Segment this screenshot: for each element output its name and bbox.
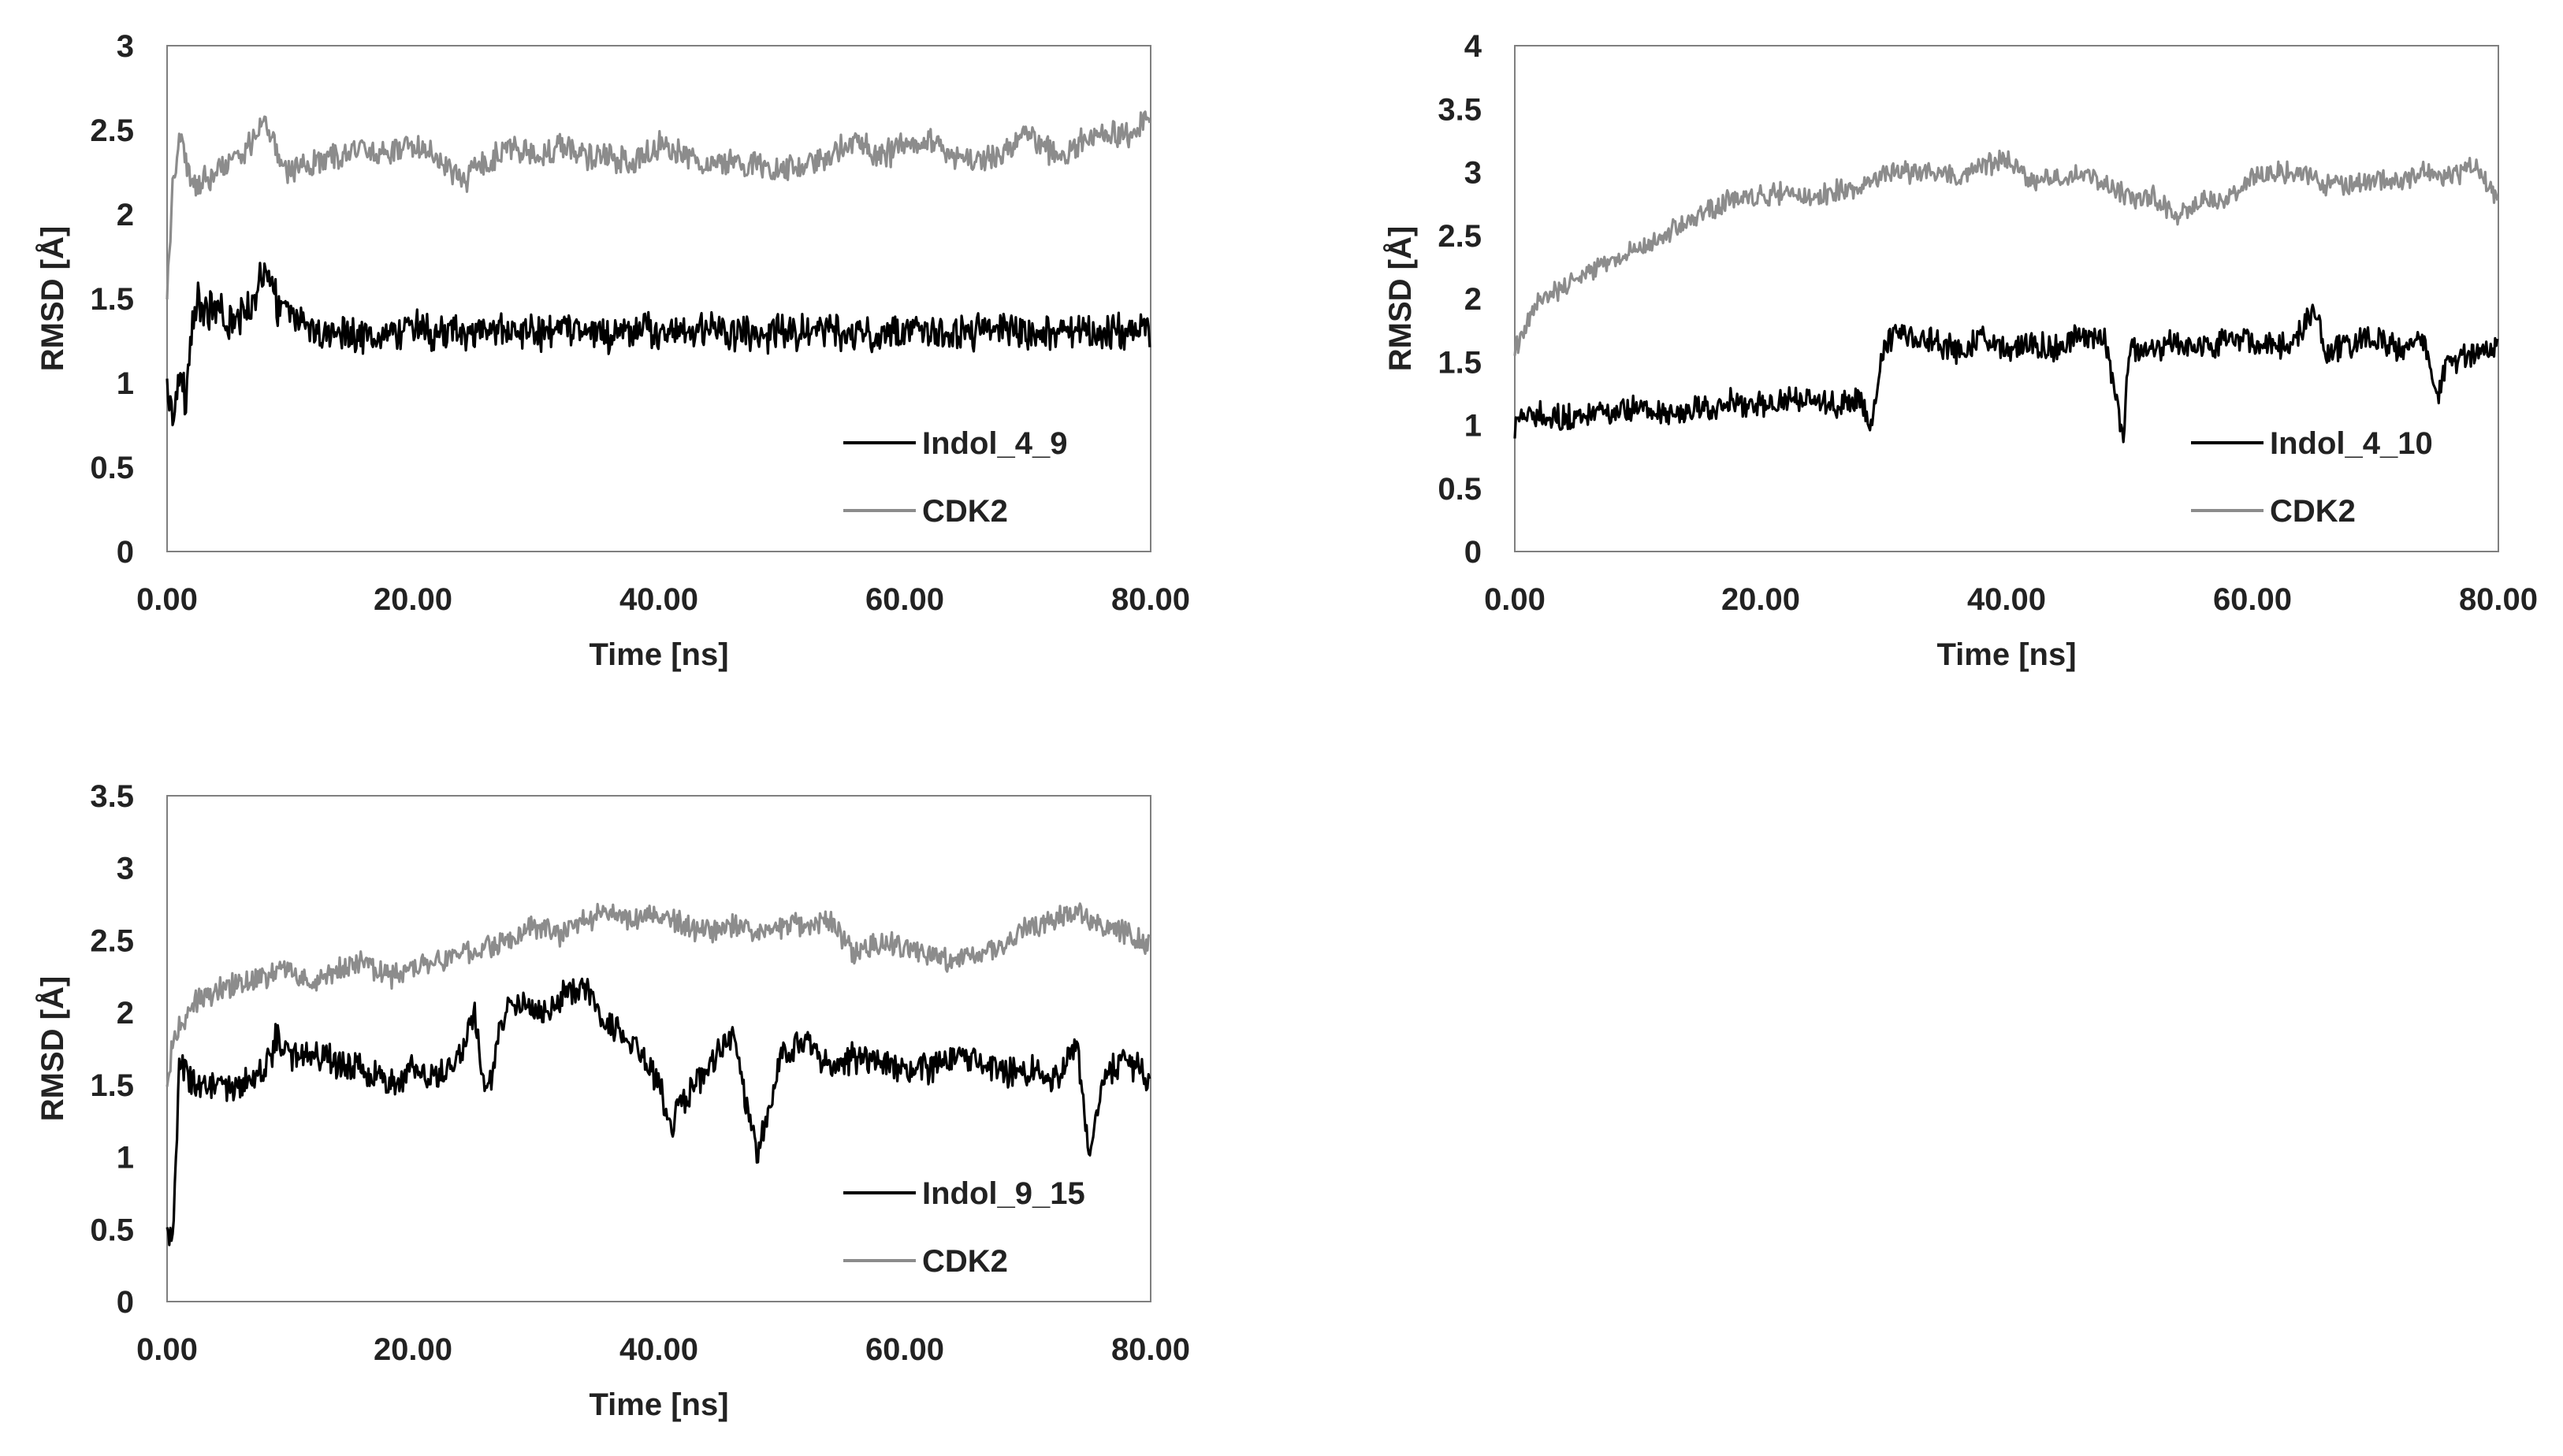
legend-label: Indol_9_15 xyxy=(922,1176,1085,1211)
y-tick-label: 0 xyxy=(117,1285,134,1320)
x-tick-label: 60.00 xyxy=(865,582,944,617)
x-tick-label: 20.00 xyxy=(1721,582,1800,617)
plot-area-frame xyxy=(166,45,1151,552)
x-axis-label: Time [ns] xyxy=(589,1387,728,1422)
legend-item: Indol_4_9 xyxy=(843,426,1068,461)
y-tick-label: 0 xyxy=(1464,535,1482,570)
series-line-indol-9-15 xyxy=(166,977,1151,1246)
y-tick-label: 3.5 xyxy=(1438,92,1482,127)
x-axis-label: Time [ns] xyxy=(1936,637,2076,672)
x-tick-label: 40.00 xyxy=(1967,582,2046,617)
plot-area-frame xyxy=(166,795,1151,1302)
x-tick-label: 40.00 xyxy=(619,582,698,617)
y-tick-label: 2 xyxy=(117,198,134,232)
series-line-cdk2 xyxy=(166,110,1151,300)
chart-2: 00.511.522.533.540.00 20.00 40.00 60.00 80.0… xyxy=(1382,29,2538,672)
legend-item: CDK2 xyxy=(843,494,1008,529)
legend-label: CDK2 xyxy=(922,494,1008,529)
y-axis-label: RMSD [Å] xyxy=(35,226,70,371)
y-tick-label: 2.5 xyxy=(1438,219,1482,254)
series-line-cdk2 xyxy=(1513,149,2499,356)
x-tick-label: 20.00 xyxy=(374,1332,452,1367)
y-tick-label: 3 xyxy=(1464,156,1482,191)
y-axis-label: RMSD [Å] xyxy=(1382,226,1418,371)
y-tick-label: 1 xyxy=(1464,409,1482,444)
series-line-indol-4-9 xyxy=(166,262,1151,427)
x-tick-label: 80.00 xyxy=(1111,1332,1190,1367)
x-tick-label: 40.00 xyxy=(619,1332,698,1367)
y-tick-label: 2.5 xyxy=(90,923,134,958)
y-tick-label: 1 xyxy=(117,366,134,401)
plot-area-frame xyxy=(1514,45,2499,552)
y-tick-label: 2 xyxy=(117,996,134,1031)
y-tick-label: 1.5 xyxy=(90,282,134,317)
y-tick-label: 0 xyxy=(117,535,134,570)
legend-label: CDK2 xyxy=(922,1244,1008,1279)
y-tick-label: 2 xyxy=(1464,282,1482,317)
y-tick-label: 3 xyxy=(117,29,134,64)
legend-label: Indol_4_9 xyxy=(922,426,1068,461)
x-tick-label: 0.00 xyxy=(1484,582,1546,617)
x-tick-label: 60.00 xyxy=(2213,582,2292,617)
y-axis-label: RMSD [Å] xyxy=(35,976,70,1121)
x-tick-label: 0.00 xyxy=(136,1332,198,1367)
legend-label: Indol_4_10 xyxy=(2270,426,2433,461)
y-tick-label: 0.5 xyxy=(90,451,134,485)
x-tick-label: 0.00 xyxy=(136,582,198,617)
y-tick-label: 0.5 xyxy=(90,1213,134,1247)
y-tick-label: 1.5 xyxy=(1438,345,1482,380)
x-tick-label: 80.00 xyxy=(1111,582,1190,617)
legend-label: CDK2 xyxy=(2270,494,2356,529)
x-axis-label: Time [ns] xyxy=(589,637,728,672)
legend-item: CDK2 xyxy=(2191,494,2356,529)
y-tick-label: 2.5 xyxy=(90,113,134,148)
x-tick-label: 60.00 xyxy=(865,1332,944,1367)
legend-item: Indol_4_10 xyxy=(2191,426,2433,461)
y-tick-label: 4 xyxy=(1464,29,1482,64)
series-line-cdk2 xyxy=(166,902,1151,1087)
y-tick-label: 1 xyxy=(117,1141,134,1176)
x-tick-label: 20.00 xyxy=(374,582,452,617)
chart-3: 0 0.5 1 1.5 2 2.5 3 3.5 0.00 20.00 40.00 60.00 80.00… xyxy=(35,779,1190,1422)
series-line-indol-4-10 xyxy=(1513,303,2499,444)
x-tick-label: 80.00 xyxy=(2459,582,2538,617)
legend-item: CDK2 xyxy=(843,1244,1008,1279)
y-tick-label: 3.5 xyxy=(90,779,134,814)
chart-1: 0 0.5 1 1.5 2 2.5 3 0.00 20.00 40.00 60.00 80.00 Tim… xyxy=(35,29,1190,672)
y-tick-label: 1.5 xyxy=(90,1068,134,1103)
legend-item: Indol_9_15 xyxy=(843,1176,1085,1211)
y-tick-label: 0.5 xyxy=(1438,472,1482,507)
y-tick-label: 3 xyxy=(117,852,134,886)
